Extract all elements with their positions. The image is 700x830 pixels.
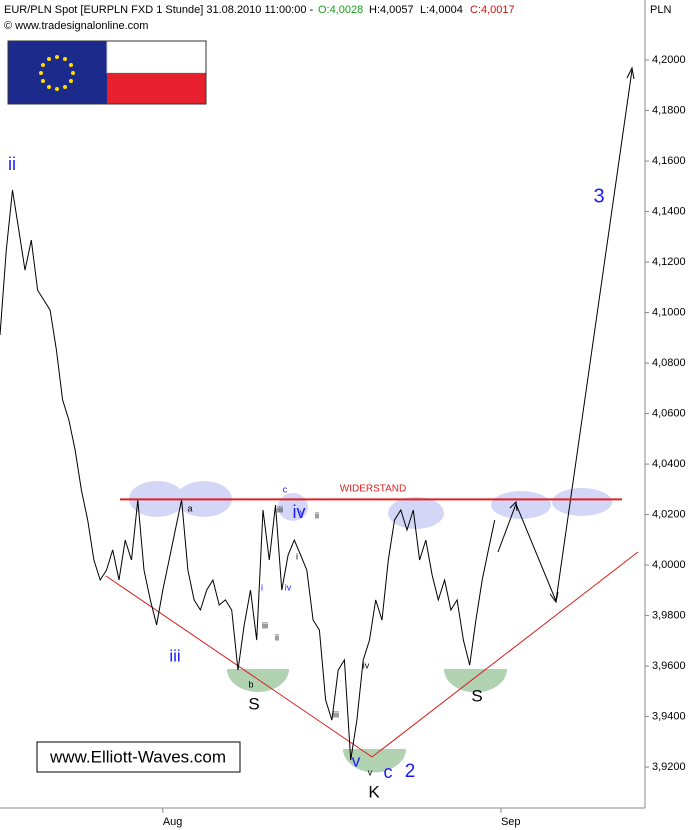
y-tick-label: 3,9600 (652, 660, 686, 672)
y-tick-label: 4,1400 (652, 205, 686, 217)
y-tick-label: 4,2000 (652, 54, 686, 66)
annotation: v (352, 751, 361, 770)
y-tick-label: 4,0200 (652, 508, 686, 520)
x-tick-label: Aug (163, 816, 183, 828)
projection-arrows (497, 66, 635, 604)
y-tick-label: 4,0000 (652, 559, 686, 571)
annotation: c (384, 762, 393, 782)
ohlc-label: C:4,0017 (470, 4, 515, 16)
support-half-circles (227, 669, 508, 773)
annotation: iii (333, 709, 339, 719)
annotation: ii (8, 154, 16, 174)
y-tick-label: 3,9200 (652, 761, 686, 773)
annotation: v (368, 767, 373, 777)
annotation: iv (293, 502, 306, 522)
annotation: i (261, 582, 263, 592)
y-tick-label: 4,1200 (652, 256, 686, 268)
annotation: iii (169, 646, 180, 665)
chart-title: EUR/PLN Spot [EURPLN FXD 1 Stunde] 31.08… (4, 4, 314, 16)
ohlc-label: O:4,0028 (318, 4, 363, 16)
source: © www.tradesignalonline.com (4, 20, 148, 32)
annotation: c (283, 484, 288, 494)
annotation: S (471, 686, 482, 705)
trend-lines (105, 551, 639, 758)
ohlc-label: H:4,0057 (369, 4, 414, 16)
annotation: 3 (593, 185, 604, 207)
annotation: i (296, 551, 298, 561)
y-unit: PLN (650, 4, 671, 16)
y-tick-label: 4,0600 (652, 407, 686, 419)
annotation: iii (262, 620, 268, 630)
annotation: K (368, 782, 380, 801)
y-tick-label: 4,0400 (652, 458, 686, 470)
annotation: a (187, 503, 192, 513)
eu-flag (8, 41, 107, 104)
y-tick-label: 3,9800 (652, 609, 686, 621)
y-tick-label: 4,0800 (652, 357, 686, 369)
y-tick-label: 4,1600 (652, 155, 686, 167)
annotation: ii (275, 632, 279, 642)
watermark: www.Elliott-Waves.com (49, 747, 226, 766)
annotation: v (300, 507, 305, 517)
annotation: S (248, 694, 259, 713)
y-tick-label: 4,1000 (652, 306, 686, 318)
ohlc-label: L:4,0004 (420, 4, 463, 16)
x-tick-label: Sep (501, 816, 521, 828)
annotation: WIDERSTAND (340, 484, 406, 495)
y-tick-label: 3,9400 (652, 710, 686, 722)
annotation: iv (363, 660, 370, 670)
watermark-box (36, 741, 241, 773)
price-line (0, 190, 496, 761)
poland-flag (7, 40, 207, 105)
annotation: iii (277, 504, 283, 514)
annotation: iv (285, 582, 292, 592)
annotation: b (248, 679, 253, 689)
annotation: ii (315, 510, 319, 520)
y-tick-label: 4,1800 (652, 104, 686, 116)
annotation: 2 (405, 761, 416, 782)
